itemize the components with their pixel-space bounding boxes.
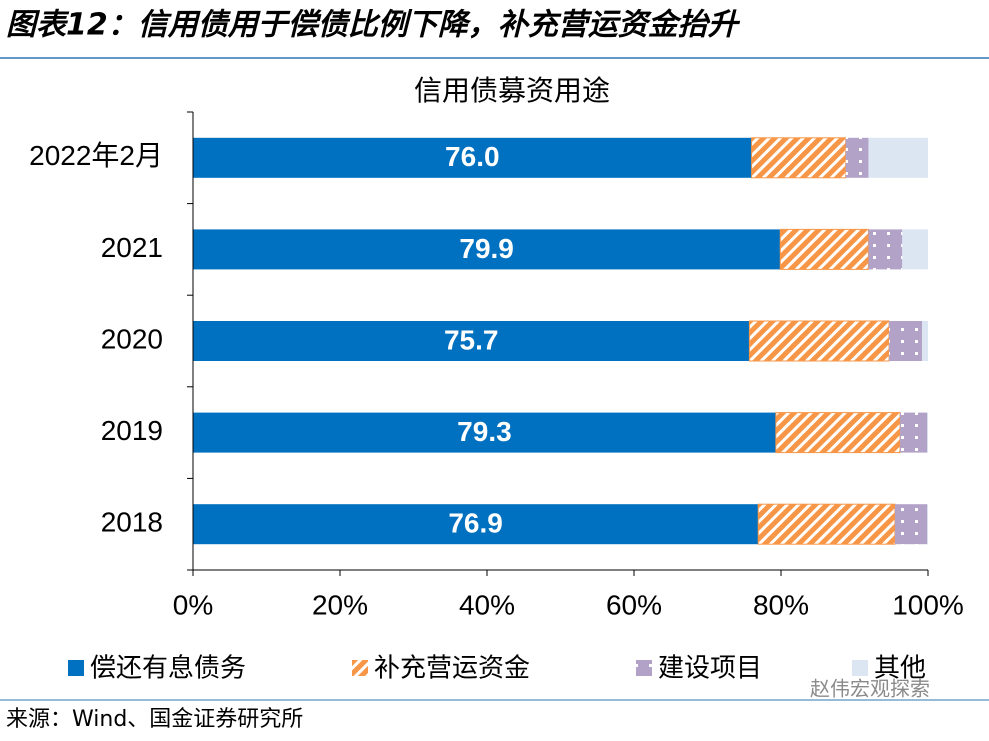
watermark: 赵伟宏观探索 [810,677,930,701]
x-tick-label: 100% [892,589,964,620]
page-title: 图表12：信用债用于偿债比例下降，补充营运资金抬升 [6,8,741,43]
y-tick-label: 2019 [101,415,163,446]
bar-segment [779,228,869,270]
bar-segment [748,320,890,362]
x-tick-label: 20% [312,589,368,620]
bar-segment [751,137,847,179]
bar-segment [193,504,759,545]
x-tick-label: 80% [753,589,809,620]
bar-segment [922,321,928,361]
bar-segment [757,503,896,545]
y-tick-label: 2018 [101,507,163,538]
bar-segment [868,137,928,178]
data-label: 79.3 [457,416,512,447]
y-tick-label: 2020 [101,323,163,354]
bar-segment [193,229,781,270]
bar-segment [894,504,928,545]
bar-segment [927,504,928,545]
bar-segment [845,137,869,178]
data-label: 79.9 [459,233,514,264]
legend-label: 其他 [874,654,926,684]
bar-segment [900,412,928,453]
bar-segment [193,412,776,453]
data-label: 75.7 [444,324,499,355]
x-tick-label: 60% [606,589,662,620]
bar-segment [902,229,928,270]
legend-label: 偿还有息债务 [90,654,246,684]
bar-segment [775,412,901,454]
legend-swatch [852,660,868,676]
legend-swatch [636,660,652,676]
y-tick-label: 2021 [101,232,163,263]
legend-label: 补充营运资金 [374,654,530,684]
legend-label: 建设项目 [658,654,762,684]
data-label: 76.9 [448,508,503,539]
source: 来源：Wind、国金证券研究所 [6,707,303,732]
x-tick-label: 40% [459,589,515,620]
bar-segment [193,137,752,178]
bar-segment [927,412,928,453]
legend-swatch [352,660,368,676]
bar-segment [193,321,750,361]
data-label: 76.0 [445,141,500,172]
chart-title: 信用债募资用途 [414,74,610,107]
bar-segment [868,229,903,270]
y-tick-label: 2022年2月 [29,140,163,171]
legend-swatch [68,660,84,676]
bar-segment [889,321,923,361]
x-tick-label: 0% [173,589,213,620]
